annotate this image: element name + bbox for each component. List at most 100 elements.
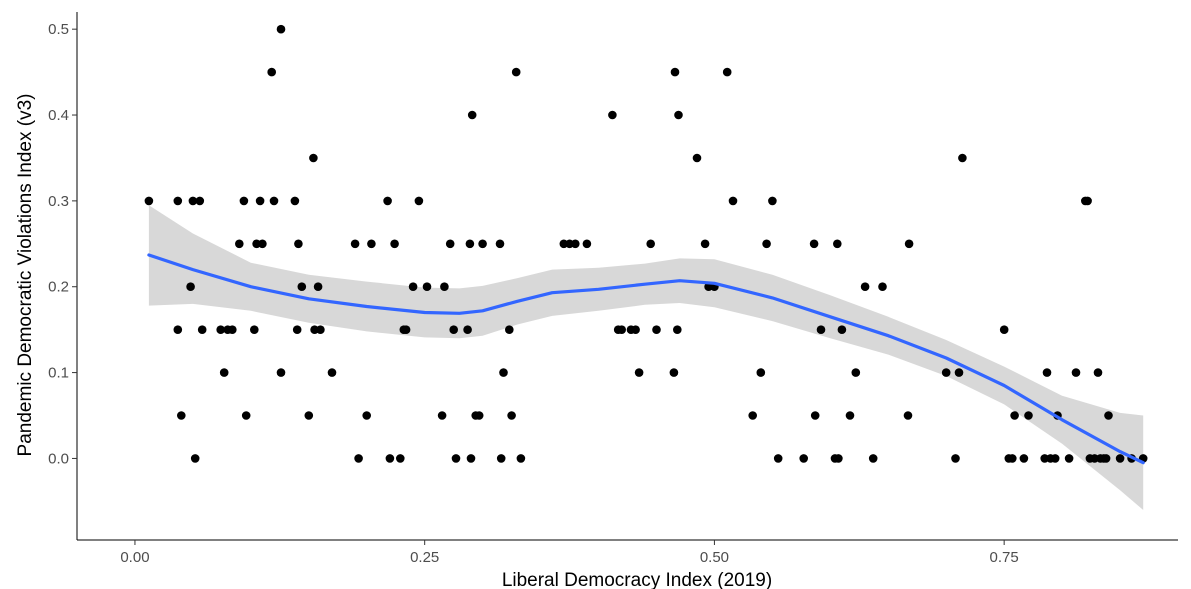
data-point [445,239,455,249]
data-point [700,239,710,249]
data-point [511,67,521,77]
data-point [408,282,418,292]
data-point [516,454,526,463]
data-point [748,411,757,420]
data-point [385,454,395,463]
data-point [216,325,225,335]
data-point [422,282,432,292]
data-point [1115,454,1125,463]
data-point [571,239,580,249]
data-point [350,239,360,249]
data-point [1010,411,1019,420]
data-point [728,196,738,206]
data-point [608,110,617,120]
data-point [1008,454,1017,463]
data-point [474,411,484,420]
data-point [1019,454,1029,463]
data-point [414,196,424,206]
data-point [292,325,302,335]
data-point [255,196,265,206]
x-tick-label: 0.00 [120,549,149,566]
data-point [903,411,913,420]
data-point [834,454,843,463]
data-point [904,239,914,249]
data-point [290,196,300,206]
data-point [186,282,195,292]
smooth-line-layer [147,253,1145,465]
data-point [773,454,783,463]
data-point [768,196,777,206]
data-point [496,454,506,463]
data-point [258,239,267,249]
data-point [495,239,505,249]
data-point [1042,368,1052,377]
data-point [999,325,1009,335]
data-point [241,411,251,420]
data-point [309,153,318,163]
data-point [652,325,661,335]
data-point [941,368,951,377]
data-point [276,368,286,377]
data-point [362,411,372,420]
data-point [235,239,244,249]
data-point [868,454,878,463]
data-point [294,239,303,249]
data-point [401,325,411,335]
data-point [816,325,826,335]
data-point [837,325,847,335]
data-point [463,325,472,335]
data-point [466,454,476,463]
data-point [1093,368,1103,377]
data-point [810,411,820,420]
data-point [845,411,855,420]
y-tick-label: 0.2 [48,279,69,296]
data-point [1050,454,1060,463]
data-point [958,153,967,163]
data-point [499,368,508,377]
data-point [670,67,680,77]
data-point [617,325,626,335]
data-point [195,196,205,206]
data-point [239,196,249,206]
x-tick-label: 0.25 [410,549,439,566]
data-point [396,454,405,463]
data-point [809,239,819,249]
data-point [467,110,477,120]
data-point [1101,454,1111,463]
data-point [833,239,842,249]
data-point [951,454,960,463]
data-point [449,325,459,335]
data-point [505,325,514,335]
y-tick-label: 0.0 [48,450,69,467]
confidence-ribbon-layer [148,205,1144,510]
smooth-trend-line [147,253,1145,465]
data-point [1064,454,1074,463]
data-point [507,411,516,420]
axes-layer [76,12,1178,541]
data-point [188,196,198,206]
data-point [367,239,376,249]
data-point [692,153,702,163]
data-point [673,325,682,335]
data-point [851,368,861,377]
data-point [297,282,307,292]
y-tick-label: 0.5 [48,21,69,38]
x-axis-title: Liberal Democracy Index (2019) [502,570,772,589]
data-point [437,411,447,420]
data-point [173,325,183,335]
data-point [878,282,887,292]
data-point [954,368,964,377]
data-point [250,325,259,335]
data-point [269,196,279,206]
data-point [197,325,207,335]
data-point [646,239,655,249]
data-point [190,454,200,463]
data-point [313,282,323,292]
data-point [1083,196,1092,206]
y-tick-label: 0.1 [48,365,69,382]
data-point [631,325,640,335]
y-tick-label: 0.3 [48,193,69,210]
data-point [451,454,461,463]
x-ticks-layer: 0.00 0.25 0.50 0.75 [120,540,1019,566]
